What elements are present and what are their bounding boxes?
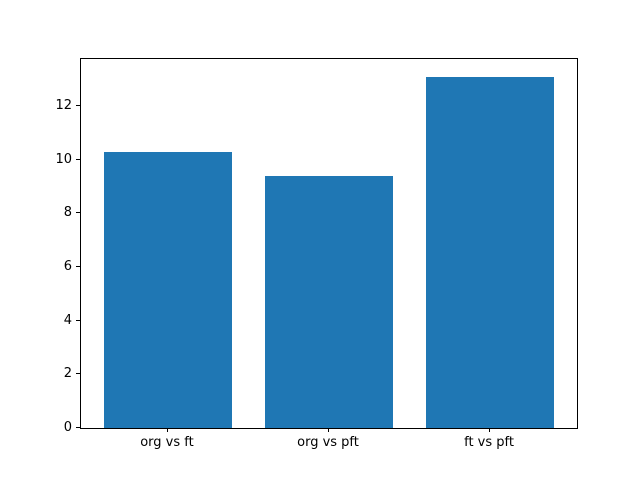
x-tick-mark [166,428,168,432]
bar-org-vs-pft [264,175,394,428]
y-tick-mark [76,319,80,321]
plot-area [80,58,578,429]
x-tick-mark [328,428,329,432]
y-tick-label: 8 [63,205,72,221]
y-tick-mark [76,158,80,160]
bar-ft-vs-pft [425,76,555,428]
y-tick-label: 0 [63,420,72,435]
x-tick-label-org-vs-ft: org vs ft [140,435,194,450]
y-tick-mark [76,266,80,268]
y-tick-label: 12 [55,98,72,114]
x-tick-mark [489,428,491,432]
x-tick-label-ft-vs-pft: ft vs pft [464,435,514,450]
x-tick-label-org-vs-pft: org vs pft [297,435,359,450]
y-tick-mark [76,105,80,107]
y-tick-label: 6 [63,259,72,275]
y-tick-label: 2 [63,366,72,382]
y-tick-label: 4 [63,312,72,328]
y-tick-label: 10 [55,151,72,167]
y-tick-mark [76,212,80,214]
y-tick-mark [76,373,80,375]
bar-org-vs-ft [103,151,233,428]
y-tick-mark [76,427,80,428]
